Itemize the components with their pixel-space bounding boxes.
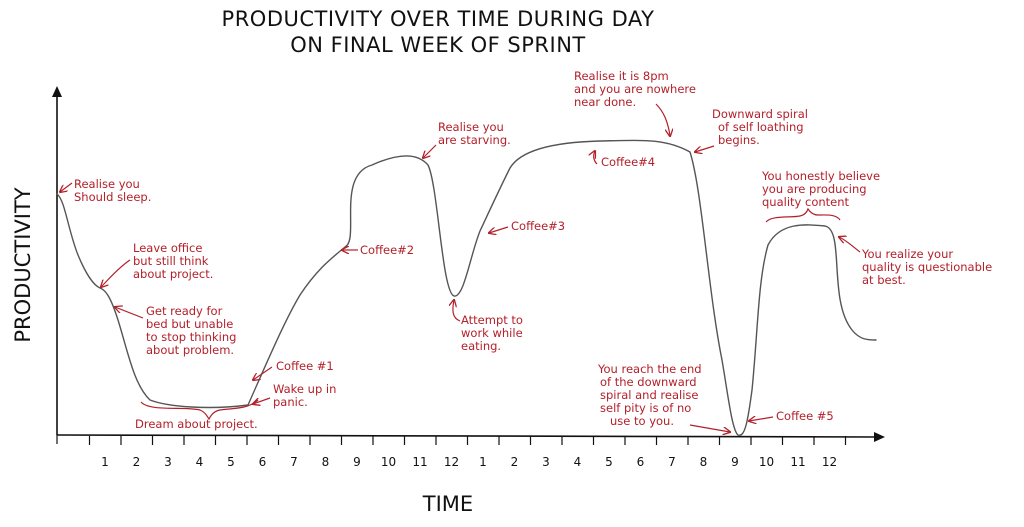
x-tick-label: 7 [290,455,298,469]
arrow-realise-sleep [60,182,73,192]
annotation-spiral-end: You reach the end of the downward spiral… [597,362,705,428]
arrow-starving [423,144,437,158]
annotation-quality-content: You honestly believe you are producing q… [761,169,884,209]
x-tick-label: 12 [822,455,837,469]
x-tick-label: 1 [101,455,109,469]
annotation-coffee-4: Coffee#4 [601,155,655,169]
productivity-line [56,139,877,436]
arrow-wake-up-panic [253,397,271,404]
x-tick-label: 12 [444,455,459,469]
annotation-questionable: You realize your quality is questionable… [861,247,996,287]
y-axis-arrow-head [52,86,62,97]
x-axis-label: TIME [422,492,473,516]
annotation-eating: Attempt to work while eating. [461,313,527,353]
arrow-coffee-1 [253,366,273,380]
arrow-questionable [839,237,861,253]
annotation-get-ready-bed: Get ready for bed but unable to stop thi… [146,304,240,357]
x-tick-label: 9 [731,455,739,469]
x-tick-label: 6 [637,455,645,469]
annotation-coffee-3: Coffee#3 [511,219,565,233]
arrow-coffee-5 [749,417,774,421]
arrow-get-ready-bed [115,307,144,319]
annotation-8pm: Realise it is 8pm and you are nowhere ne… [574,69,700,109]
x-axis-arrow-head [874,432,885,442]
x-tick-label: 5 [605,455,613,469]
annotation-coffee-5: Coffee #5 [776,409,834,423]
axes [52,86,885,444]
x-ticks: 1 2 3 4 5 6 7 8 9 10 11 12 1 2 3 4 5 6 7 8 9 10 11 12 [88,436,847,469]
chart-title-line-2: ON FINAL WEEK OF SPRINT [290,33,586,57]
annotation-spiral-begins: Downward spiral of self loathing begins. [712,107,812,147]
chart-title-line-1: PRODUCTIVITY OVER TIME DURING DAY [221,7,655,31]
x-tick-label: 5 [227,455,235,469]
arrow-eating [453,300,461,322]
x-tick-label: 2 [133,455,141,469]
x-tick-label: 7 [668,455,676,469]
annotation-wake-up-panic: Wake up in panic. [273,382,340,409]
annotation-coffee-2: Coffee#2 [360,243,414,257]
x-tick-label: 9 [353,455,361,469]
arrow-coffee-3 [489,226,509,233]
annotation-dream: Dream about project. [135,417,258,431]
brace-dream [140,399,259,421]
x-tick-label: 3 [542,455,550,469]
arrow-spiral-end [689,424,730,432]
arrow-leave-office [101,259,131,287]
x-axis [56,434,877,438]
x-tick-label: 2 [511,455,519,469]
x-tick-label: 8 [322,455,330,469]
arrow-spiral-begins [695,145,715,152]
x-tick-label: 11 [412,455,427,469]
annotations: Realise you Should sleep. Leave office b… [60,69,996,432]
y-axis-label: PRODUCTIVITY [11,187,35,342]
x-tick-label: 4 [574,455,582,469]
annotation-starving: Realise you are starving. [438,120,511,147]
x-tick-label: 4 [196,455,204,469]
x-tick-label: 6 [259,455,267,469]
annotation-leave-office: Leave office but still think about proje… [133,241,213,281]
arrow-coffee-4 [594,151,598,165]
x-tick-label: 3 [164,455,172,469]
annotation-realise-sleep: Realise you Should sleep. [74,177,151,204]
x-tick-label: 1 [479,455,487,469]
x-tick-label: 10 [381,455,396,469]
arrow-8pm [655,103,670,136]
annotation-coffee-1: Coffee #1 [276,359,334,373]
x-tick-label: 11 [790,455,805,469]
x-tick-label: 8 [700,455,708,469]
brace-quality-content [765,207,841,223]
x-tick-label: 10 [759,455,774,469]
